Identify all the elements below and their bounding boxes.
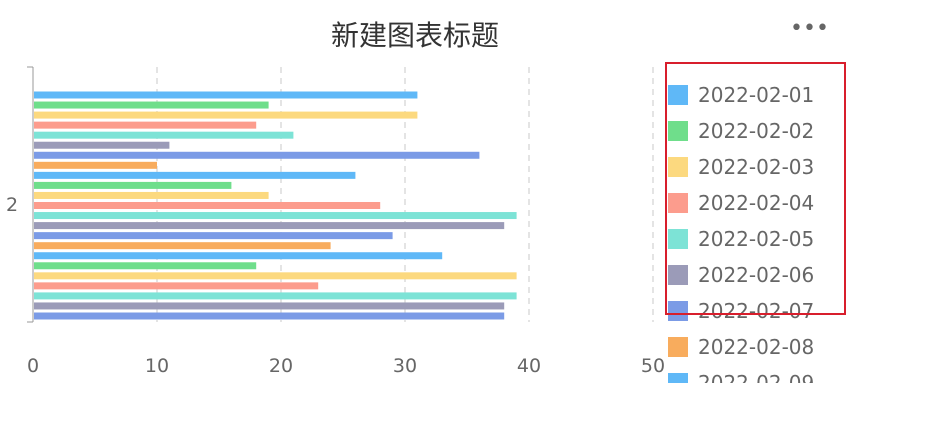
bar: [34, 222, 505, 230]
bar: [34, 232, 393, 240]
x-tick-label: 10: [145, 355, 169, 377]
bar: [34, 272, 517, 280]
bar: [34, 202, 381, 209]
legend-item[interactable]: 2022-02-07: [668, 296, 814, 326]
bar: [34, 212, 517, 220]
more-dots-icon[interactable]: •••: [790, 16, 829, 41]
bar: [34, 121, 257, 129]
bar: [34, 242, 331, 250]
legend-label: 2022-02-04: [698, 191, 815, 215]
legend-swatch: [668, 301, 688, 321]
x-tick-label: 0: [27, 355, 39, 377]
bar: [34, 282, 319, 290]
bar: [34, 111, 418, 119]
x-tick-label: 30: [393, 355, 417, 377]
legend-item[interactable]: 2022-02-01: [668, 80, 814, 110]
bar: [34, 181, 232, 189]
legend-item[interactable]: 2022-02-06: [668, 260, 814, 290]
legend-item[interactable]: 2022-02-05: [668, 224, 814, 254]
bar: [34, 131, 294, 139]
legend-label: 2022-02-08: [698, 335, 815, 359]
legend-label: 2022-02-06: [698, 263, 815, 287]
legend-item[interactable]: 2022-02-09: [668, 368, 814, 383]
legend-swatch: [668, 85, 688, 105]
legend-item[interactable]: 2022-02-03: [668, 152, 814, 182]
legend-swatch: [668, 121, 688, 141]
legend-label: 2022-02-05: [698, 227, 815, 251]
bar: [34, 101, 269, 109]
bar: [34, 151, 480, 159]
legend-swatch: [668, 229, 688, 249]
legend-label: 2022-02-02: [698, 119, 815, 143]
legend-swatch: [668, 157, 688, 177]
legend-swatch: [668, 265, 688, 285]
x-tick-label: 40: [517, 355, 541, 377]
legend-label: 2022-02-07: [698, 299, 815, 323]
legend-label: 2022-02-09: [698, 371, 815, 383]
legend-swatch: [668, 337, 688, 357]
bar: [34, 141, 170, 149]
x-tick-label: 50: [641, 355, 665, 377]
legend: 2022-02-01 2022-02-02 2022-02-03 2022-02-04…: [660, 80, 860, 383]
legend-item[interactable]: 2022-02-04: [668, 188, 814, 218]
bar: [34, 302, 505, 310]
bar: [34, 312, 505, 320]
legend-swatch: [668, 193, 688, 213]
chart-title: 新建图表标题: [330, 19, 499, 52]
bar: [34, 91, 418, 99]
legend-item[interactable]: 2022-02-02: [668, 116, 814, 146]
legend-label: 2022-02-01: [698, 83, 815, 107]
y-category-label: 2: [6, 194, 18, 216]
x-tick-label: 20: [269, 355, 293, 377]
bar: [34, 252, 443, 260]
bar: [34, 191, 269, 199]
bar: [34, 262, 257, 270]
legend-swatch: [668, 373, 688, 383]
bar: [34, 292, 517, 300]
legend-item[interactable]: 2022-02-08: [668, 332, 814, 362]
bar: [34, 171, 356, 179]
legend-label: 2022-02-03: [698, 155, 815, 179]
bar: [34, 161, 157, 169]
